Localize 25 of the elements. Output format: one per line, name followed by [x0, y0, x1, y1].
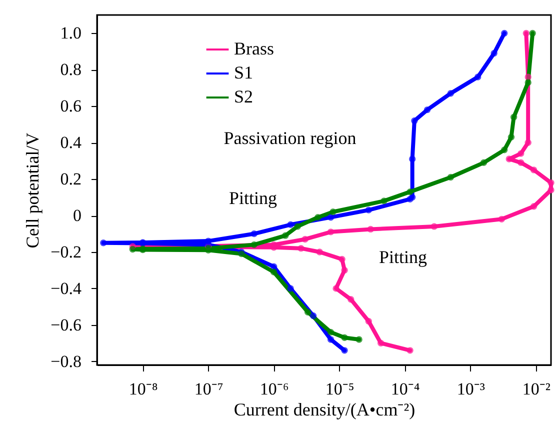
annotation: Pitting — [228, 188, 278, 208]
y-tick-label: −0.2 — [50, 242, 82, 262]
x-tick-label: 10⁻⁸ — [128, 380, 158, 398]
y-tick-label: 0.8 — [60, 60, 82, 80]
y-axis-title: Cell potential/V — [22, 132, 43, 248]
x-tick-label: 10⁻⁶ — [260, 380, 289, 398]
x-axis-title: Current density/(A•cm⁻²) — [234, 400, 416, 420]
x-tick-label: 10⁻³ — [456, 380, 485, 398]
y-tick-label: −0.4 — [50, 278, 82, 298]
legend-label: Brass — [234, 38, 274, 58]
y-tick-label: 0.2 — [60, 170, 82, 189]
y-tick-label: −0.8 — [50, 352, 82, 371]
x-tick-label: 10⁻² — [522, 380, 550, 398]
annotation: Passivation region — [224, 128, 356, 148]
annotation: Pitting — [378, 247, 428, 267]
y-tick-label: −0.6 — [50, 315, 82, 334]
legend-label: S1 — [234, 62, 254, 82]
y-tick-label: 0.4 — [60, 133, 82, 152]
y-tick-label: 0.6 — [60, 96, 82, 116]
legend-label: S2 — [234, 86, 254, 106]
x-tick-label: 10⁻⁵ — [325, 380, 354, 398]
y-tick-label: 1.0 — [60, 24, 82, 43]
y-tick-label: 0 — [73, 206, 82, 226]
x-tick-label: 10⁻⁴ — [390, 380, 420, 398]
x-tick-label: 10⁻⁷ — [194, 380, 224, 398]
